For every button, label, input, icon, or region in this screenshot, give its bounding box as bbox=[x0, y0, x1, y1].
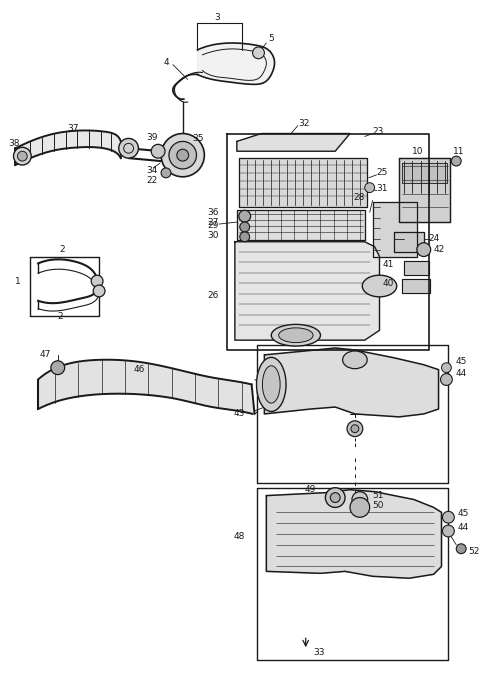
Ellipse shape bbox=[271, 325, 321, 346]
Circle shape bbox=[161, 133, 204, 177]
Polygon shape bbox=[235, 242, 380, 340]
Circle shape bbox=[443, 512, 454, 524]
Ellipse shape bbox=[279, 328, 313, 343]
Polygon shape bbox=[38, 360, 252, 414]
Polygon shape bbox=[237, 133, 350, 151]
Text: 2: 2 bbox=[58, 312, 63, 321]
Polygon shape bbox=[402, 279, 430, 293]
Text: 48: 48 bbox=[233, 533, 245, 542]
Polygon shape bbox=[266, 490, 442, 578]
Text: 44: 44 bbox=[455, 369, 467, 378]
Polygon shape bbox=[404, 262, 429, 275]
Text: 45: 45 bbox=[455, 357, 467, 366]
Circle shape bbox=[365, 183, 374, 193]
Text: 51: 51 bbox=[372, 491, 384, 500]
Text: 50: 50 bbox=[372, 501, 384, 510]
Circle shape bbox=[17, 151, 27, 161]
Text: 26: 26 bbox=[208, 291, 219, 300]
Text: 40: 40 bbox=[383, 279, 394, 288]
Circle shape bbox=[169, 142, 196, 169]
Text: 43: 43 bbox=[233, 410, 245, 418]
Circle shape bbox=[13, 147, 31, 165]
Text: 41: 41 bbox=[383, 260, 394, 269]
Text: 34: 34 bbox=[146, 166, 158, 175]
Circle shape bbox=[330, 493, 340, 503]
Ellipse shape bbox=[343, 351, 367, 369]
Circle shape bbox=[240, 222, 250, 232]
Text: 10: 10 bbox=[412, 147, 423, 156]
Text: 11: 11 bbox=[453, 147, 465, 156]
Text: 28: 28 bbox=[353, 193, 365, 202]
Text: 22: 22 bbox=[146, 177, 157, 185]
Polygon shape bbox=[239, 158, 367, 207]
Circle shape bbox=[93, 285, 105, 297]
Text: 49: 49 bbox=[304, 485, 315, 494]
Polygon shape bbox=[15, 131, 121, 165]
Text: 30: 30 bbox=[208, 231, 219, 240]
Circle shape bbox=[252, 47, 264, 59]
Ellipse shape bbox=[263, 366, 280, 403]
Text: 46: 46 bbox=[133, 365, 145, 374]
Text: 38: 38 bbox=[9, 139, 20, 148]
Circle shape bbox=[442, 363, 451, 373]
Circle shape bbox=[119, 138, 138, 158]
Text: 23: 23 bbox=[372, 127, 384, 136]
Text: 25: 25 bbox=[376, 168, 388, 177]
Circle shape bbox=[351, 425, 359, 433]
Text: 52: 52 bbox=[468, 547, 480, 556]
Circle shape bbox=[239, 210, 251, 222]
Circle shape bbox=[161, 168, 171, 178]
Text: 1: 1 bbox=[14, 276, 20, 285]
Polygon shape bbox=[197, 43, 275, 84]
Circle shape bbox=[417, 243, 431, 256]
Circle shape bbox=[456, 544, 466, 554]
Text: 39: 39 bbox=[146, 133, 158, 142]
Text: 31: 31 bbox=[376, 184, 388, 193]
Polygon shape bbox=[394, 232, 424, 251]
Text: 2: 2 bbox=[60, 245, 65, 254]
Circle shape bbox=[177, 149, 189, 161]
Circle shape bbox=[443, 525, 454, 537]
Text: 24: 24 bbox=[429, 235, 440, 244]
Polygon shape bbox=[399, 158, 450, 222]
Text: 37: 37 bbox=[68, 124, 79, 133]
Text: 32: 32 bbox=[298, 119, 309, 128]
Polygon shape bbox=[264, 348, 439, 417]
Circle shape bbox=[347, 421, 363, 436]
Text: 44: 44 bbox=[457, 523, 468, 532]
Ellipse shape bbox=[256, 357, 286, 412]
Text: 45: 45 bbox=[457, 509, 468, 518]
Text: 4: 4 bbox=[163, 58, 169, 67]
Circle shape bbox=[51, 361, 65, 375]
Text: 3: 3 bbox=[214, 13, 220, 22]
Text: 33: 33 bbox=[313, 648, 325, 657]
Circle shape bbox=[91, 275, 103, 287]
Text: 47: 47 bbox=[40, 350, 51, 359]
Circle shape bbox=[240, 232, 250, 242]
Text: 36: 36 bbox=[208, 208, 219, 217]
Text: 42: 42 bbox=[433, 245, 445, 254]
Circle shape bbox=[151, 144, 165, 158]
Circle shape bbox=[451, 156, 461, 166]
Text: 5: 5 bbox=[268, 34, 274, 43]
Ellipse shape bbox=[362, 275, 397, 297]
Circle shape bbox=[441, 373, 452, 385]
Polygon shape bbox=[372, 202, 417, 256]
Circle shape bbox=[352, 491, 368, 507]
Text: 29: 29 bbox=[208, 221, 219, 230]
Text: 27: 27 bbox=[208, 218, 219, 227]
Polygon shape bbox=[402, 163, 447, 183]
Polygon shape bbox=[237, 210, 365, 240]
Text: 35: 35 bbox=[192, 134, 204, 143]
Circle shape bbox=[325, 488, 345, 507]
Circle shape bbox=[350, 498, 370, 517]
